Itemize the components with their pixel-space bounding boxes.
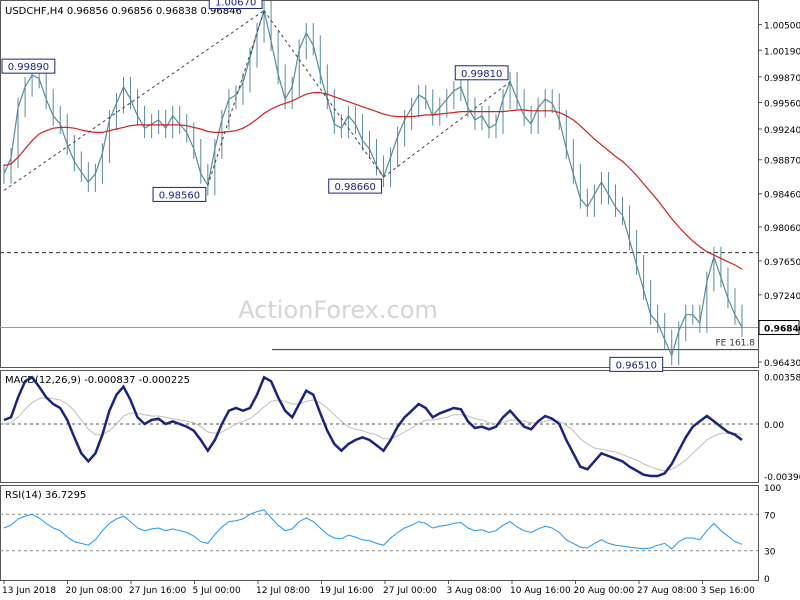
rsi-series xyxy=(3,509,743,550)
macd-series xyxy=(3,375,743,478)
swing-connector xyxy=(3,10,265,191)
swing-label-box xyxy=(152,186,207,202)
swing-label: 0.98660 xyxy=(334,182,375,193)
time-tick-label: 20 Jun 08:00 xyxy=(66,586,123,596)
macd-tick-label: 0.00358 xyxy=(764,373,800,383)
current-price-box xyxy=(758,320,800,336)
time-tick-label: 10 Aug 16:00 xyxy=(510,586,571,596)
macd-panel-frame xyxy=(0,370,759,483)
macd-line xyxy=(3,375,743,478)
price-tick-label: 0.97650 xyxy=(764,258,800,268)
price-tick-label: 0.99240 xyxy=(764,126,800,136)
price-tick-label: 0.99560 xyxy=(764,100,800,110)
macd-tick-label: -0.003908 xyxy=(764,473,800,483)
price-tick-label: 0.96846 xyxy=(764,325,800,335)
time-tick-label: 27 Jun 16:00 xyxy=(129,586,186,596)
sma-series xyxy=(3,92,743,270)
swing-label-box xyxy=(328,178,383,194)
price-series xyxy=(3,0,743,366)
swing-label: 0.99890 xyxy=(8,62,49,73)
swing-label-box xyxy=(208,0,263,9)
price-tick-label: 1.00190 xyxy=(764,47,800,57)
rsi-tick-label: 70 xyxy=(764,511,776,521)
time-tick-label: 3 Aug 08:00 xyxy=(447,586,502,596)
time-tick-label: 5 Jul 00:00 xyxy=(193,586,242,596)
price-line xyxy=(3,8,743,358)
swing-connector xyxy=(263,10,384,178)
time-tick-label: 27 Aug 08:00 xyxy=(637,586,698,596)
rsi-tick-label: 0 xyxy=(764,575,770,585)
rsi-tick-label: 100 xyxy=(764,484,781,494)
sma-line xyxy=(3,92,743,270)
rsi-tick-label: 30 xyxy=(764,548,776,558)
time-tick-label: 27 Jul 00:00 xyxy=(383,586,437,596)
symbol-header: USDCHF,H4 0.96856 0.96856 0.96838 0.9684… xyxy=(5,6,242,17)
swing-labels: 0.99890 0.98560 1.00670 0.98660 0.99810 0.965… xyxy=(1,0,664,372)
price-tick-label: 0.97240 xyxy=(764,292,800,302)
swing-label: 0.96510 xyxy=(616,360,657,371)
price-tick-label: 0.96430 xyxy=(764,359,800,369)
price-levels: FE 161.8 xyxy=(0,252,758,552)
axes: 1.00500 1.00190 0.99870 0.99560 0.99240 0.988… xyxy=(2,22,800,596)
swing-connector xyxy=(207,10,265,186)
price-tick-label: 1.00500 xyxy=(764,22,800,32)
watermark: ActionForex.com xyxy=(238,296,438,324)
price-tick-label: 0.98060 xyxy=(764,224,800,234)
fe-level-label: FE 161.8 xyxy=(716,339,756,349)
swing-label: 0.98560 xyxy=(159,190,200,201)
swing-label: 0.99810 xyxy=(461,69,502,80)
rsi-header: RSI(14) 36.7295 xyxy=(5,490,86,501)
price-tick-label: 0.98870 xyxy=(764,157,800,167)
time-tick-label: 13 Jun 2018 xyxy=(2,586,56,596)
macd-header: MACD(12,26,9) -0.000837 -0.000225 xyxy=(5,375,190,386)
swing-connector xyxy=(383,81,511,178)
time-tick-label: 20 Aug 00:00 xyxy=(574,586,635,596)
price-tick-label: 0.99870 xyxy=(764,74,800,84)
macd-tick-label: 0.00 xyxy=(764,421,784,431)
swing-label-box xyxy=(1,58,56,74)
swing-label-box xyxy=(609,356,664,372)
swing-label: 1.00670 xyxy=(215,0,256,8)
rsi-panel-frame xyxy=(0,485,759,581)
time-tick-label: 19 Jul 16:00 xyxy=(320,586,374,596)
price-tick-label: 0.98460 xyxy=(764,191,800,201)
macd-signal-line xyxy=(3,396,743,472)
time-tick-label: 12 Jul 08:00 xyxy=(256,586,310,596)
swing-label-box xyxy=(454,65,509,81)
rsi-line xyxy=(3,509,743,550)
time-tick-label: 3 Sep 16:00 xyxy=(701,586,756,596)
